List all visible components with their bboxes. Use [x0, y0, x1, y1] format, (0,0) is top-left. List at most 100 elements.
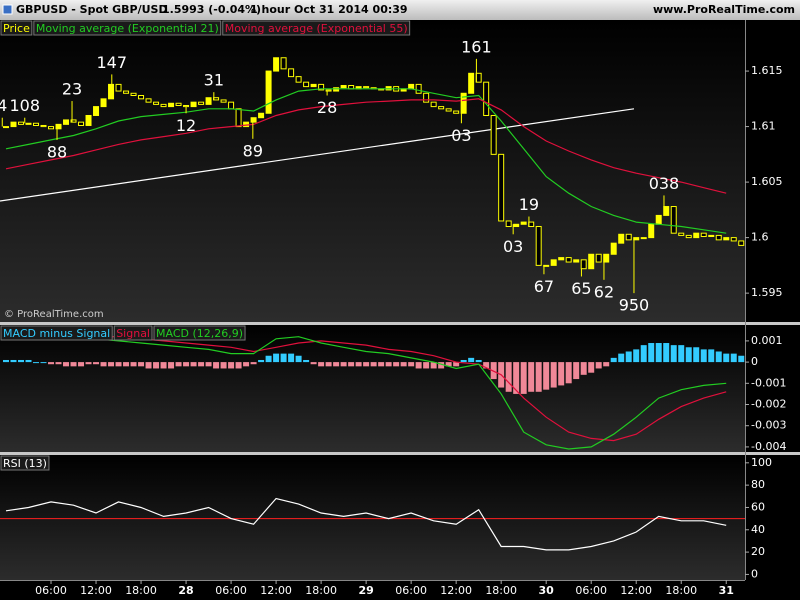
histogram-bar — [160, 362, 167, 369]
histogram-bar — [438, 362, 445, 369]
candle — [715, 234, 722, 241]
x-tick-label: 28 — [178, 584, 193, 597]
annotation: 147 — [97, 53, 128, 72]
candle — [160, 103, 167, 108]
candle — [10, 121, 17, 128]
header-bar — [0, 0, 800, 20]
histogram-bar — [633, 349, 640, 363]
histogram-bar — [445, 362, 452, 367]
histogram-bar — [108, 362, 115, 367]
x-tick-label: 06:00 — [395, 584, 427, 597]
annotation: 89 — [243, 141, 263, 160]
candle — [625, 233, 632, 241]
candle — [130, 92, 137, 96]
candle — [550, 259, 557, 266]
histogram-bar — [18, 359, 25, 363]
histogram-bar — [475, 359, 482, 363]
datetime: Oct 31 2014 00:39 — [294, 3, 408, 16]
candle — [723, 237, 730, 241]
histogram-bar — [460, 359, 467, 363]
y-tick-label: -0.003 — [751, 419, 786, 432]
histogram-bar — [700, 349, 707, 363]
histogram-bar — [685, 347, 692, 363]
histogram-bar — [520, 362, 527, 394]
candle — [588, 253, 595, 270]
annotation: 31 — [204, 71, 224, 90]
histogram-bar — [243, 362, 250, 367]
candle — [445, 108, 452, 112]
histogram-bar — [468, 357, 475, 363]
y-tick-label: 0 — [751, 355, 758, 368]
candle — [183, 104, 190, 108]
candle — [325, 89, 332, 92]
histogram-bar — [333, 362, 340, 367]
rsi-panel — [0, 455, 745, 580]
annotation: 65 — [571, 279, 591, 298]
annotation: 23 — [62, 80, 82, 99]
candle — [610, 242, 617, 255]
histogram-bar — [370, 362, 377, 367]
histogram-bar — [288, 353, 295, 363]
histogram-bar — [693, 347, 700, 363]
price-panel — [0, 20, 745, 322]
interval: 1 hour — [250, 3, 291, 16]
histogram-bar — [205, 362, 212, 367]
candle — [175, 102, 182, 106]
annotation: 108 — [9, 96, 40, 115]
annotation: 038 — [649, 174, 680, 193]
candle — [700, 232, 707, 238]
candle — [408, 83, 415, 90]
series-line — [6, 333, 727, 450]
annotation: 12 — [176, 116, 196, 135]
candle — [280, 57, 287, 70]
candle — [738, 240, 745, 246]
histogram-bar — [528, 362, 535, 392]
histogram-bar — [130, 362, 137, 367]
annotation: 03 — [503, 237, 523, 256]
annotation: 62 — [594, 282, 614, 301]
legend-entry: Signal — [116, 327, 150, 340]
histogram-bar — [250, 362, 257, 365]
histogram-bar — [78, 362, 85, 367]
plot-area — [0, 497, 745, 551]
candle — [93, 106, 100, 116]
candle — [123, 90, 130, 94]
candle — [235, 108, 242, 128]
candle — [543, 264, 550, 267]
histogram-bar — [55, 362, 62, 365]
y-tick-label: 80 — [751, 478, 765, 491]
candle — [220, 99, 227, 103]
histogram-bar — [415, 362, 422, 369]
candle — [648, 223, 655, 239]
histogram-bar — [85, 362, 92, 365]
legend-entry: MACD (12,26,9) — [156, 327, 243, 340]
separator — [0, 452, 800, 455]
histogram-bar — [228, 362, 235, 369]
macd-panel — [0, 325, 745, 452]
x-tick-label: 31 — [719, 584, 734, 597]
candle — [513, 223, 520, 228]
separator — [0, 322, 800, 325]
candle — [468, 72, 475, 94]
histogram-bar — [610, 357, 617, 363]
histogram-bar — [138, 362, 145, 367]
histogram-bar — [48, 362, 55, 365]
histogram-bar — [400, 362, 407, 367]
candle — [190, 101, 197, 108]
histogram-bar — [235, 362, 242, 369]
candle — [108, 83, 115, 100]
histogram-bar — [183, 362, 190, 367]
candle — [655, 214, 662, 225]
y-tick-label: 1.605 — [751, 175, 783, 188]
legend-box — [33, 20, 222, 36]
x-tick-label: 06:00 — [575, 584, 607, 597]
candle — [618, 233, 625, 244]
candle — [340, 85, 347, 89]
histogram-bar — [303, 359, 310, 363]
histogram-bar — [513, 362, 520, 394]
histogram-bar — [175, 362, 182, 367]
candle — [438, 106, 445, 110]
candle — [498, 153, 505, 222]
x-tick-label: 12:00 — [80, 584, 112, 597]
